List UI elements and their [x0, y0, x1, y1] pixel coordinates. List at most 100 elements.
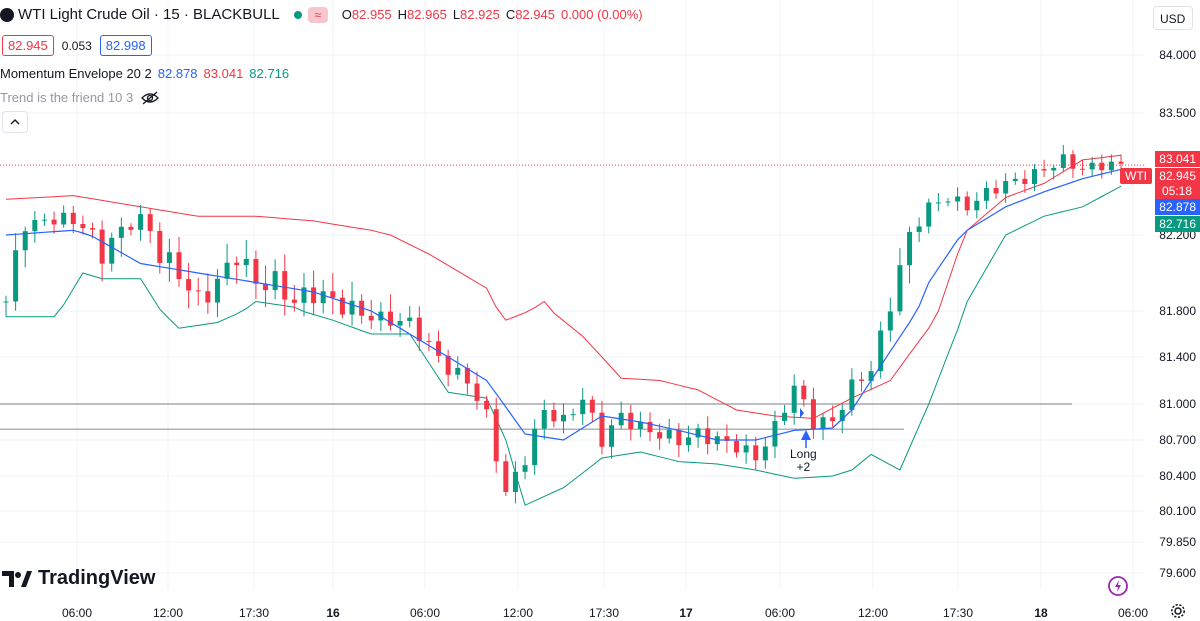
candle-body [561, 414, 566, 422]
time-tick-label: 06:00 [1118, 606, 1148, 620]
candle-body [407, 317, 413, 321]
candle-body [387, 311, 393, 326]
price-tick-label: 81.000 [1159, 397, 1196, 411]
long-arrow-icon [801, 430, 811, 440]
gear-icon[interactable] [1170, 603, 1186, 619]
candle-body [609, 425, 615, 447]
candle-body [532, 428, 538, 466]
ohlc-key: H [397, 7, 408, 22]
candle-body [512, 471, 518, 492]
envelope-basis-line [5, 168, 1122, 441]
tradingview-logo-icon [2, 570, 32, 587]
currency-selector[interactable]: USD [1153, 6, 1193, 30]
candle-body [41, 219, 47, 221]
time-tick-label: 18 [1034, 606, 1048, 620]
signal-qty: +2 [796, 460, 811, 474]
candle-body [1118, 161, 1124, 164]
candle-body [762, 446, 768, 461]
price-tick-label: 80.700 [1159, 433, 1196, 447]
candle-body [926, 202, 932, 227]
spread-value: 0.053 [61, 38, 92, 53]
symbol-title[interactable]: WTI Light Crude Oil · 15 · BLACKBULL [18, 6, 280, 23]
wave-icon[interactable]: ≈ [307, 6, 328, 23]
candle-body [1080, 168, 1086, 170]
ohlc-value: 82.955 [351, 7, 392, 22]
candle-body [743, 445, 749, 453]
candle-body [1003, 180, 1009, 194]
chart-legend: WTI Light Crude Oil · 15 · BLACKBULL ≈ O… [0, 6, 649, 23]
candle-body [551, 409, 557, 422]
candle-body [205, 291, 211, 303]
indicator-upper-value: 83.041 [203, 66, 244, 81]
time-tick-label: 12:00 [153, 606, 183, 620]
candle-body [1041, 169, 1047, 171]
long-signal-label: Long +2 [790, 448, 817, 474]
indicator-name: Momentum Envelope 20 2 [0, 66, 152, 81]
candle-body [734, 440, 740, 453]
buy-price-button[interactable]: 82.998 [99, 35, 152, 56]
candle-body [993, 187, 999, 194]
sell-price-button[interactable]: 82.945 [2, 35, 54, 56]
envelope-upper-line [5, 154, 1122, 419]
candle-body [70, 212, 76, 225]
candle-body [128, 226, 134, 230]
candle-body [657, 432, 663, 439]
candle-body [253, 258, 259, 284]
candle-body [955, 196, 961, 202]
indicator-momentum-envelope[interactable]: Momentum Envelope 20 2 82.878 83.041 82.… [0, 66, 289, 81]
time-tick-label: 06:00 [410, 606, 440, 620]
long-arrow-icon [800, 408, 804, 418]
candle-body [964, 196, 970, 211]
collapse-legend-button[interactable] [2, 111, 28, 133]
candle-body [878, 330, 884, 372]
price-tick-label: 79.850 [1159, 535, 1196, 549]
price-tick-label: 79.600 [1159, 566, 1196, 580]
candle-body [234, 262, 240, 266]
candle-body [782, 412, 788, 421]
hidden-eye-icon[interactable] [141, 91, 160, 105]
price-label-box [1155, 168, 1200, 184]
candle-body [599, 412, 605, 447]
candle-body [224, 262, 230, 279]
candle-body [676, 429, 682, 446]
horizontal-lines [0, 403, 1072, 430]
candle-body [455, 367, 461, 375]
candle-body [445, 355, 451, 375]
candle-body [522, 465, 528, 472]
price-tick-label: 80.400 [1159, 469, 1196, 483]
indicator-basis-value: 82.878 [157, 66, 198, 81]
candle-body [897, 265, 903, 312]
candle-body [301, 287, 307, 303]
symbol-tag-box [1120, 168, 1152, 184]
candle-body [138, 214, 144, 230]
signal-label: Long [790, 447, 817, 461]
price-axis: 84.00083.50082.20081.80081.40081.00080.7… [1159, 48, 1196, 580]
price-tick-label: 81.800 [1159, 304, 1196, 318]
candle-body [22, 231, 28, 251]
countdown-text: 05:18 [1162, 184, 1192, 198]
price-label-box [1155, 216, 1200, 232]
candle-body [61, 212, 67, 225]
candle-body [330, 291, 336, 298]
candle-body [214, 278, 220, 303]
candle-body [90, 228, 96, 230]
candle-body [80, 224, 86, 229]
candle-body [868, 371, 874, 381]
candle-body [1012, 178, 1018, 181]
indicator-trend-friend[interactable]: Trend is the friend 10 3 [0, 90, 160, 105]
candle-body [945, 201, 951, 203]
ohlc-key: L [452, 7, 461, 22]
candle-body [772, 420, 778, 447]
candle-body [291, 299, 297, 303]
candle-body [503, 461, 509, 492]
long-signal-marker [800, 408, 811, 448]
candle-body [1070, 154, 1076, 169]
ohlc-item: H82.965 [398, 7, 447, 22]
flash-icon[interactable] [1107, 575, 1129, 597]
candle-body [368, 315, 374, 321]
candle-body [349, 300, 355, 315]
candle-body [426, 340, 432, 342]
candle-body [1089, 162, 1095, 170]
time-tick-label: 17:30 [589, 606, 619, 620]
